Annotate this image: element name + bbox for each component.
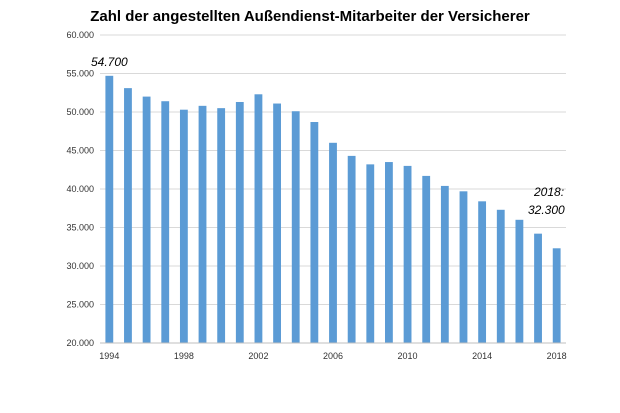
y-tick-label: 50.000 [66, 107, 94, 117]
y-tick-label: 35.000 [66, 223, 94, 233]
bar-1994 [105, 75, 114, 343]
bar-2015 [496, 209, 505, 343]
bar-1997 [161, 101, 170, 343]
bar-1998 [179, 109, 188, 343]
bar-2013 [459, 191, 468, 343]
bar-2005 [310, 122, 319, 343]
bar-2018 [552, 248, 561, 343]
bar-2000 [217, 108, 226, 344]
y-tick-label: 45.000 [66, 146, 94, 156]
x-tick-label: 1994 [99, 351, 119, 361]
bar-2011 [422, 175, 431, 343]
annotation-end-value: 32.300 [528, 203, 565, 217]
y-tick-label: 30.000 [66, 261, 94, 271]
bar-2012 [440, 185, 449, 343]
y-tick-label: 40.000 [66, 184, 94, 194]
x-tick-label: 2014 [472, 351, 492, 361]
bar-2017 [534, 233, 542, 343]
annotation-end-year: 2018: [533, 185, 564, 199]
annotations: 54.700 2018: 32.300 [91, 55, 565, 217]
bar-2016 [515, 219, 524, 343]
x-tick-label: 2010 [398, 351, 418, 361]
x-tick-label: 2006 [323, 351, 343, 361]
bar-1996 [142, 96, 151, 343]
x-tick-label: 2018 [547, 351, 567, 361]
annotation-start-value: 54.700 [91, 55, 128, 69]
bar-2001 [235, 101, 244, 344]
x-tick-label: 1998 [174, 351, 194, 361]
bar-1995 [124, 88, 132, 343]
bar-2004 [291, 111, 300, 343]
y-axis-ticks: 20.000 25.000 30.000 35.000 40.000 45.000 50.0… [66, 30, 94, 348]
bar-1999 [198, 105, 207, 343]
chart-title: Zahl der angestellten Außendienst-Mitarb… [90, 8, 530, 25]
x-axis-ticks: 1994 1998 2002 2006 2010 2014 2018 [99, 351, 566, 361]
bar-2009 [385, 162, 393, 343]
y-tick-label: 25.000 [66, 300, 94, 310]
bar-2006 [329, 142, 337, 343]
bar-2003 [273, 103, 281, 343]
bar-2008 [366, 164, 375, 343]
y-tick-label: 55.000 [66, 69, 94, 79]
bar-2002 [254, 94, 263, 343]
x-tick-label: 2002 [248, 351, 268, 361]
bars [105, 75, 561, 344]
bar-2014 [478, 201, 487, 343]
bar-2010 [403, 165, 412, 343]
y-tick-label: 60.000 [66, 30, 94, 40]
bar-2007 [347, 155, 356, 343]
y-tick-label: 20.000 [66, 338, 94, 348]
